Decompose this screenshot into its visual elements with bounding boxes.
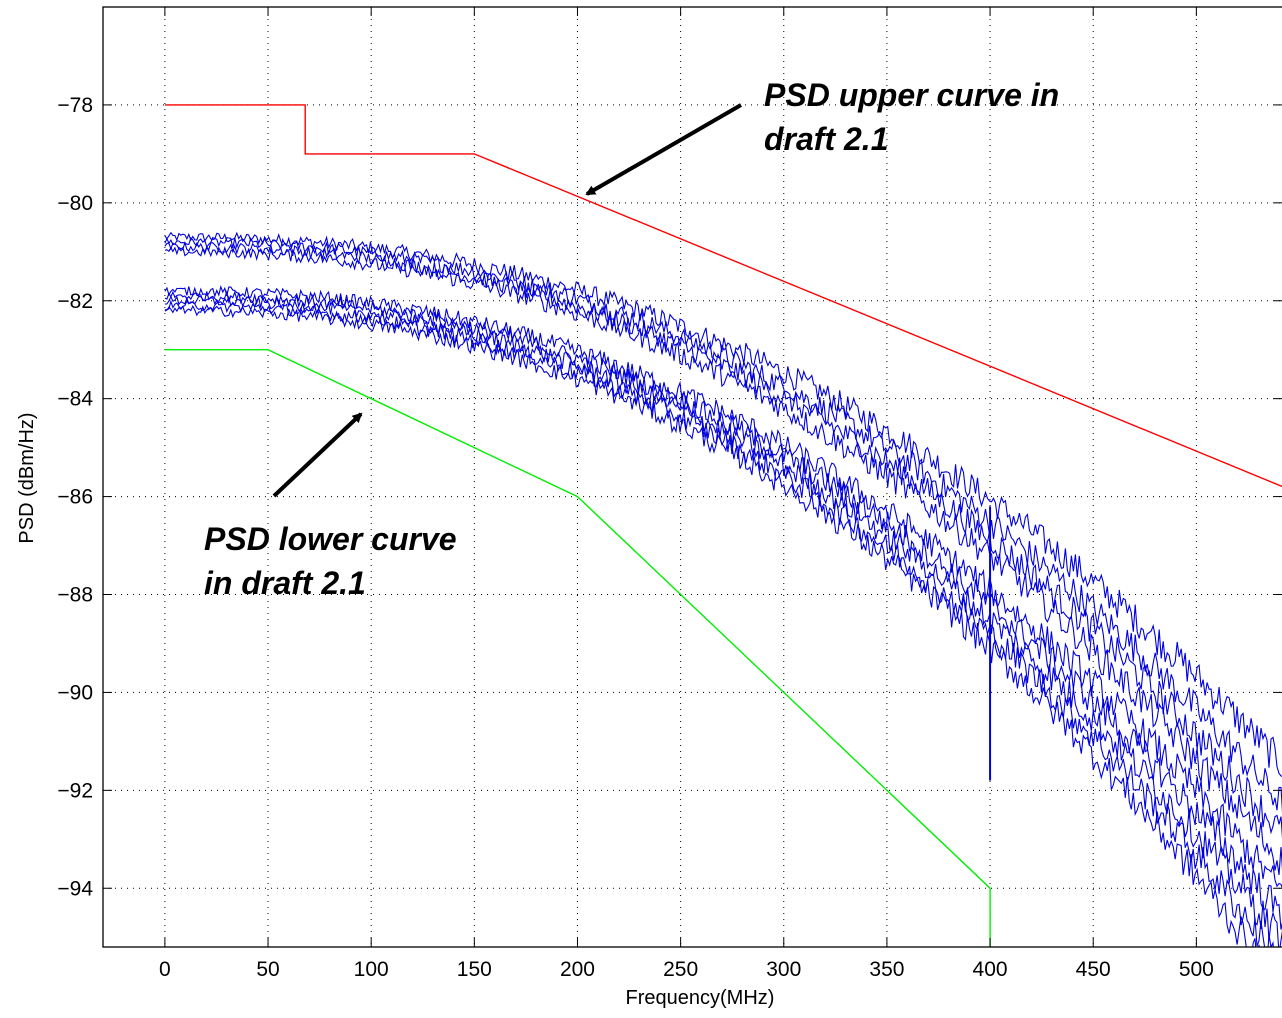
y-tick-label: −78 xyxy=(57,94,93,117)
y-tick-label: −92 xyxy=(57,779,93,802)
measured-psd-curve xyxy=(164,299,1274,947)
upper-curve-annotation: PSD upper curve in draft 2.1 xyxy=(585,77,1059,196)
x-tick-label: 350 xyxy=(869,958,904,981)
upper-limit-curve xyxy=(164,104,1282,488)
lower-annotation-arrow xyxy=(272,412,363,498)
x-tick-label: 150 xyxy=(457,958,492,981)
x-tick-label: 250 xyxy=(663,958,698,981)
measured-psd-curve xyxy=(164,240,1282,839)
y-tick-label: −84 xyxy=(57,388,93,411)
plot-background xyxy=(103,7,1282,947)
measured-psd-curve xyxy=(164,231,1282,777)
lower-annotation-line-1: PSD lower curve xyxy=(204,521,457,557)
upper-annotation-arrow xyxy=(585,103,743,196)
tick-marks xyxy=(103,7,1282,947)
x-tick-label: 500 xyxy=(1179,958,1214,981)
y-tick-label: −90 xyxy=(57,681,93,704)
lower-curve-annotation: PSD lower curve in draft 2.1 xyxy=(204,412,457,601)
x-tick-label: 50 xyxy=(256,958,279,981)
y-tick-label: −86 xyxy=(57,486,93,509)
x-tick-label: 450 xyxy=(1076,958,1111,981)
y-axis-title: PSD (dBm/Hz) xyxy=(16,412,38,543)
x-tick-label: 400 xyxy=(973,958,1008,981)
y-tick-label: −88 xyxy=(57,584,93,607)
measured-psd-curve xyxy=(164,295,1282,947)
x-tick-label: 300 xyxy=(766,958,801,981)
measured-psd-curve xyxy=(164,289,1282,930)
y-tick-labels: −94 −92 −90 −88 −86 −84 −82 −80 −78 xyxy=(57,94,93,900)
upper-annotation-line-2: draft 2.1 xyxy=(764,121,888,157)
measured-psd-curve xyxy=(164,284,1282,890)
measured-psd-curve xyxy=(164,304,1260,947)
lower-limit-curve xyxy=(164,349,991,947)
y-tick-label: −82 xyxy=(57,290,93,313)
x-axis-title: Frequency(MHz) xyxy=(626,987,775,1009)
upper-annotation-line-1: PSD upper curve in xyxy=(764,77,1059,113)
plot-frame xyxy=(102,6,1282,948)
grid-lines xyxy=(103,7,1282,947)
x-tick-label: 100 xyxy=(354,958,389,981)
x-tick-label: 200 xyxy=(560,958,595,981)
x-tick-labels: 0 50 100 150 200 250 300 350 400 450 500 xyxy=(159,958,1214,981)
series-layer xyxy=(164,104,1282,947)
measured-psd-curve xyxy=(164,236,1282,813)
x-tick-label: 0 xyxy=(159,958,171,981)
y-tick-label: −94 xyxy=(57,877,93,900)
y-tick-label: −80 xyxy=(57,192,93,215)
lower-annotation-line-2: in draft 2.1 xyxy=(204,565,366,601)
measured-psd-curve xyxy=(164,246,1282,875)
